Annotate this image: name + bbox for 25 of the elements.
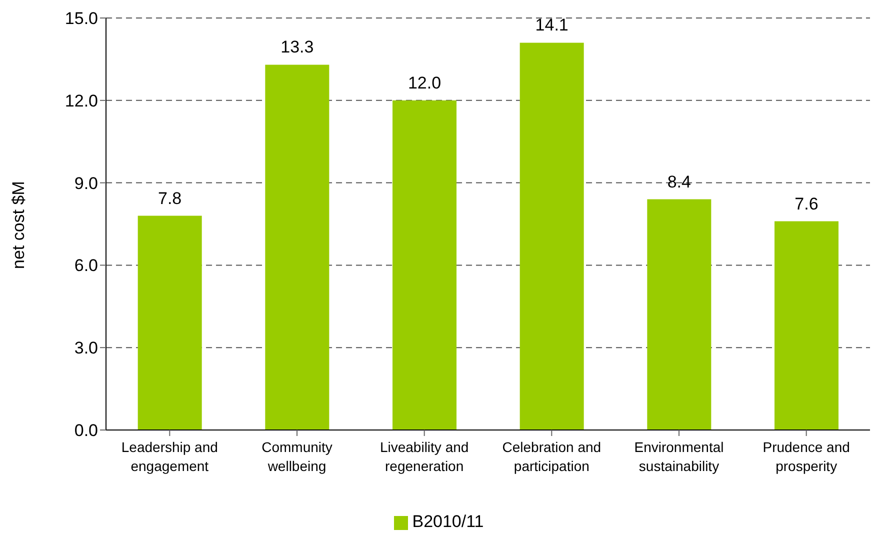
x-tick-label: Leadership and engagement bbox=[121, 439, 218, 474]
legend-label: B2010/11 bbox=[412, 512, 484, 531]
y-tick-label: 6.0 bbox=[74, 256, 98, 276]
y-axis-title: net cost $M bbox=[9, 181, 28, 269]
x-tick-label: Environmental sustainability bbox=[634, 439, 724, 474]
data-label: 7.6 bbox=[794, 194, 818, 214]
y-tick-label: 12.0 bbox=[64, 91, 98, 110]
bar bbox=[520, 42, 584, 430]
x-tick-label: Prudence and prosperity bbox=[762, 439, 850, 474]
x-tick-label: Celebration and participation bbox=[502, 439, 602, 474]
bar bbox=[392, 100, 456, 430]
y-tick-label: 15.0 bbox=[64, 9, 98, 28]
x-tick-label: Liveability and regeneration bbox=[380, 439, 469, 474]
bar bbox=[774, 221, 838, 430]
data-label: 14.1 bbox=[535, 16, 568, 35]
y-tick-label: 0.0 bbox=[74, 421, 98, 440]
x-tick-label: Community wellbeing bbox=[262, 439, 332, 474]
bar bbox=[138, 216, 202, 430]
y-tick-label: 3.0 bbox=[74, 338, 98, 358]
data-label: 7.8 bbox=[158, 188, 182, 208]
bar bbox=[265, 64, 330, 430]
data-label: 12.0 bbox=[408, 73, 442, 92]
y-tick-label: 9.0 bbox=[74, 174, 98, 193]
bar bbox=[647, 199, 712, 430]
data-label: 13.3 bbox=[280, 38, 314, 57]
